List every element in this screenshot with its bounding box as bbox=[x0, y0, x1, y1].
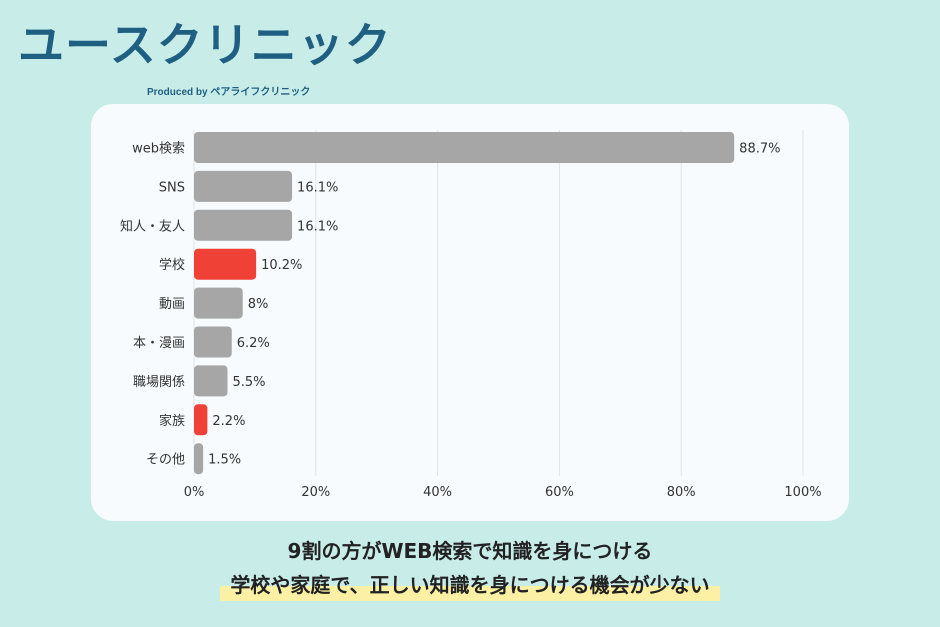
category-label: 知人・友人 bbox=[120, 218, 185, 234]
bar bbox=[194, 443, 204, 475]
bar bbox=[194, 326, 232, 358]
bar-chart: 0% 20% 40% 60% 80% 100% web検索 88.7% SNS 16.1% 知人・友… bbox=[120, 130, 822, 500]
x-tick-label: 80% bbox=[667, 485, 696, 500]
data-label: 16.1% bbox=[297, 219, 338, 234]
bar bbox=[194, 287, 243, 319]
x-tick-label: 40% bbox=[423, 485, 452, 500]
category-label: web検索 bbox=[132, 142, 185, 157]
bar bbox=[194, 365, 228, 397]
data-label: 2.2% bbox=[212, 414, 245, 429]
category-label: 動画 bbox=[159, 297, 185, 312]
bar bbox=[194, 132, 735, 163]
caption-line-2-wrap: 学校や家庭で、正しい知識を身につける機会が少ない bbox=[0, 568, 940, 601]
brand-subtitle: Produced by ペアライフクリニック bbox=[147, 87, 311, 98]
data-label: 5.5% bbox=[232, 375, 265, 390]
bar bbox=[194, 248, 257, 280]
data-label: 1.5% bbox=[208, 453, 241, 468]
category-label: 学校 bbox=[159, 257, 185, 273]
category-label: 家族 bbox=[159, 413, 185, 429]
bar bbox=[194, 209, 293, 241]
data-label: 88.7% bbox=[739, 142, 780, 157]
bar bbox=[194, 170, 293, 202]
x-tick-label: 0% bbox=[184, 485, 205, 500]
data-label: 6.2% bbox=[237, 336, 270, 351]
chart-card: 0% 20% 40% 60% 80% 100% web検索 88.7% SNS 16.1% 知人・友… bbox=[91, 104, 849, 521]
category-label: 職場関係 bbox=[133, 375, 185, 390]
data-label: 16.1% bbox=[297, 180, 338, 195]
caption-line-1: 9割の方がWEB検索で知識を身につける bbox=[287, 539, 653, 563]
category-label: 本・漫画 bbox=[133, 336, 185, 351]
caption-line-2: 学校や家庭で、正しい知識を身につける機会が少ない bbox=[220, 568, 720, 601]
x-tick-label: 60% bbox=[545, 485, 574, 500]
data-label: 8% bbox=[248, 297, 269, 312]
category-label: SNS bbox=[159, 180, 185, 195]
x-tick-label: 100% bbox=[784, 485, 821, 500]
x-tick-label: 20% bbox=[301, 485, 330, 500]
brand-logo: ユースクリニック bbox=[18, 18, 392, 72]
bar bbox=[194, 404, 208, 436]
data-label: 10.2% bbox=[261, 258, 302, 273]
category-label: その他 bbox=[146, 453, 185, 468]
